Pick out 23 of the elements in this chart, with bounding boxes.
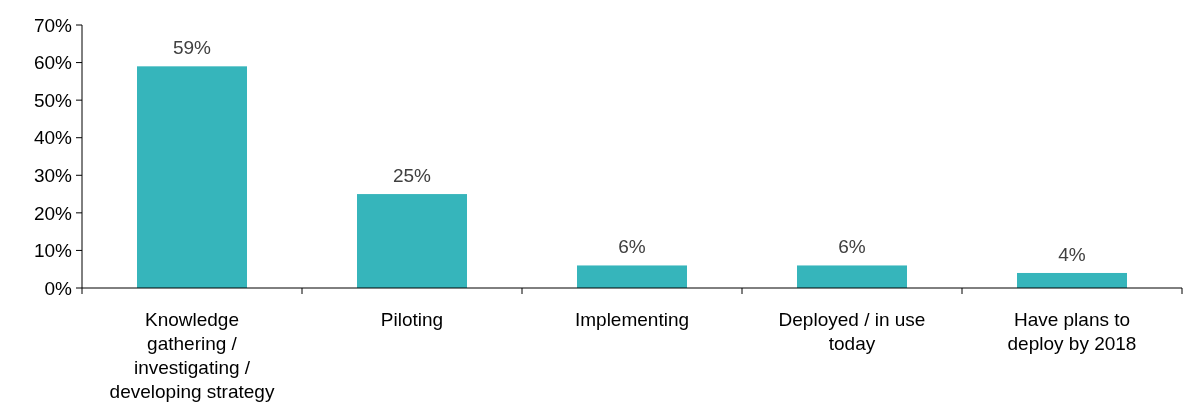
- bar: [357, 194, 467, 288]
- data-label: 25%: [392, 165, 432, 187]
- y-tick-label: 40%: [33, 127, 73, 149]
- x-tick-label: Have plans to deploy by 2018: [1007, 309, 1137, 354]
- bar: [577, 265, 687, 288]
- data-label: 6%: [618, 236, 646, 258]
- y-tick-label: 30%: [33, 164, 73, 186]
- y-tick-label: 0%: [44, 277, 73, 299]
- data-label: 6%: [838, 236, 866, 258]
- bar: [797, 265, 907, 288]
- bar: [137, 66, 247, 288]
- y-tick-label: 70%: [33, 14, 73, 36]
- data-label: 4%: [1058, 243, 1086, 265]
- x-tick-label: Piloting: [380, 309, 444, 330]
- x-tick-label: Implementing: [574, 309, 690, 330]
- y-tick-label: 20%: [33, 202, 73, 224]
- y-tick-label: 60%: [33, 52, 73, 74]
- y-tick-label: 10%: [33, 240, 73, 262]
- x-tick-label: Knowledge gathering / investigating / developing strategy: [109, 309, 275, 402]
- data-label: 59%: [172, 37, 212, 59]
- x-tick-label: Deployed / in use today: [778, 309, 926, 354]
- bar: [1017, 272, 1127, 288]
- y-tick-label: 50%: [33, 89, 73, 111]
